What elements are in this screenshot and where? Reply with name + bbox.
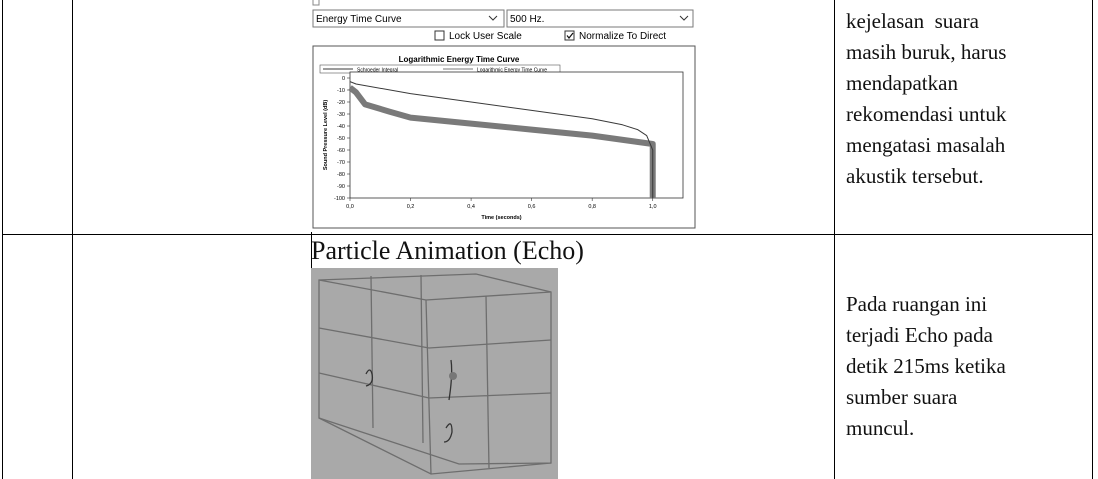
software-screenshot: Energy Time Curve 500 Hz. Lock User Scal… <box>311 0 697 232</box>
checkbox-label: Lock User Scale <box>449 31 522 42</box>
x-tick-label: 0,0 <box>346 204 354 210</box>
y-tick-label: -20 <box>337 100 345 106</box>
text-line: mengatasi masalah <box>846 130 1006 161</box>
text-line: Pada ruangan ini <box>846 289 1006 320</box>
y-tick-label: -50 <box>337 136 345 142</box>
x-tick-label: 0,4 <box>467 204 475 210</box>
particle-animation-image <box>311 268 558 479</box>
y-tick-label: -40 <box>337 124 345 130</box>
x-tick-label: 0,6 <box>528 204 536 210</box>
table-border <box>2 0 3 479</box>
table-border <box>72 0 73 479</box>
text-line: muncul. <box>846 413 1006 444</box>
caption: Particle Animation (Echo) <box>311 236 584 266</box>
dropdown-value: Energy Time Curve <box>316 14 402 25</box>
y-tick-label: -90 <box>337 184 345 190</box>
checkbox-label: Normalize To Direct <box>579 31 666 42</box>
y-tick-label: 0 <box>342 76 345 82</box>
y-tick-label: -70 <box>337 160 345 166</box>
dropdown-value: 500 Hz. <box>510 14 544 25</box>
table-border <box>2 234 1093 235</box>
text-line: rekomendasi untuk <box>846 99 1006 130</box>
text-line: mendapatkan <box>846 68 1006 99</box>
text-line: akustik tersebut. <box>846 161 1006 192</box>
checkbox[interactable] <box>435 31 444 40</box>
table-border <box>834 0 835 479</box>
particle <box>449 372 457 380</box>
page: Energy Time Curve 500 Hz. Lock User Scal… <box>0 0 1098 479</box>
text-line: terjadi Echo pada <box>846 320 1006 351</box>
text-line: detik 215ms ketika <box>846 351 1006 382</box>
text-line: masih buruk, harus <box>846 37 1006 68</box>
y-axis-label: Sound Pressure Level (dB) <box>323 100 329 170</box>
x-tick-label: 1,0 <box>649 204 657 210</box>
checkbox[interactable] <box>565 31 574 40</box>
plot-area <box>350 72 683 198</box>
x-axis-label: Time (seconds) <box>481 215 521 221</box>
y-tick-label: -100 <box>334 196 345 202</box>
text-line: sumber suara <box>846 382 1006 413</box>
table-border <box>1092 0 1093 479</box>
text-line: kejelasan suara <box>846 6 1006 37</box>
y-tick-label: -80 <box>337 172 345 178</box>
y-tick-label: -10 <box>337 88 345 94</box>
y-tick-label: -60 <box>337 148 345 154</box>
x-tick-label: 0,8 <box>588 204 596 210</box>
x-tick-label: 0,2 <box>407 204 415 210</box>
y-tick-label: -30 <box>337 112 345 118</box>
chart-title: Logarithmic Energy Time Curve <box>399 55 520 64</box>
